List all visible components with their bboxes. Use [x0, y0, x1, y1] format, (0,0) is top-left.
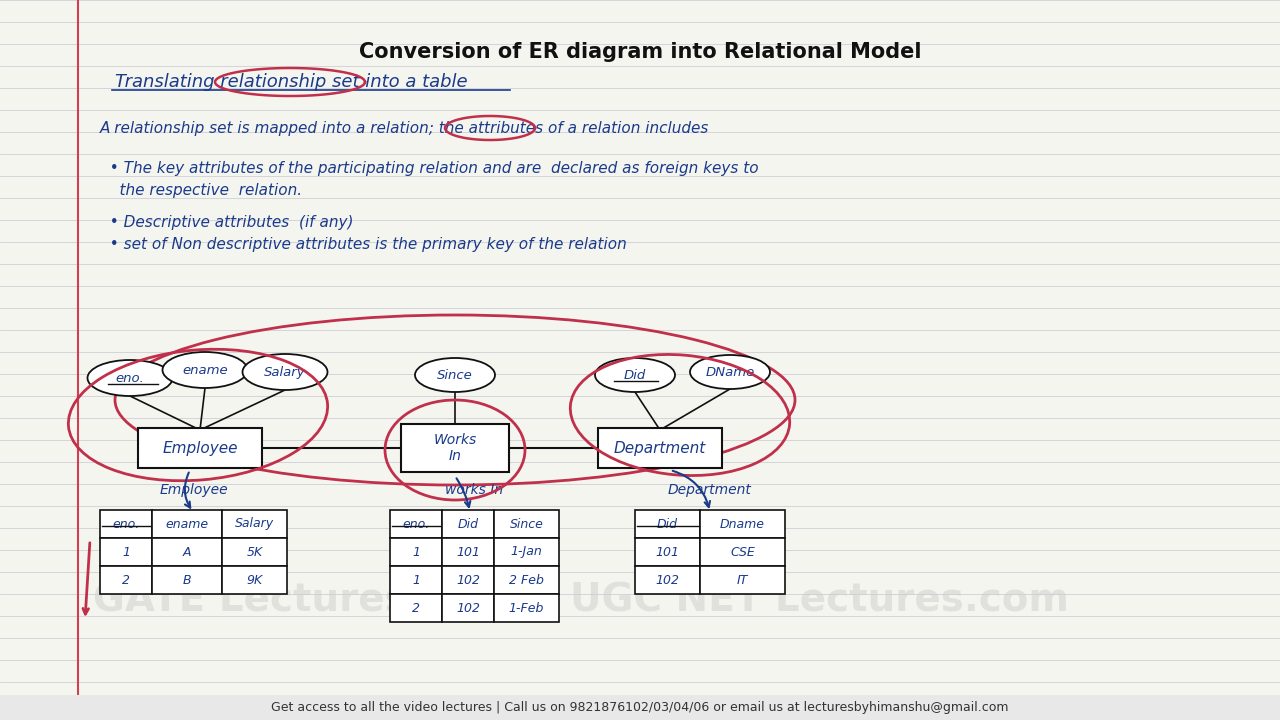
Text: CSE: CSE	[730, 546, 755, 559]
FancyBboxPatch shape	[221, 510, 287, 538]
Ellipse shape	[242, 354, 328, 390]
FancyBboxPatch shape	[390, 566, 442, 594]
FancyBboxPatch shape	[390, 594, 442, 622]
FancyBboxPatch shape	[635, 510, 700, 538]
Text: Works
In: Works In	[434, 433, 476, 463]
Text: Did: Did	[623, 369, 646, 382]
Text: Salary: Salary	[264, 366, 306, 379]
Text: UGC NET Lectures.com: UGC NET Lectures.com	[571, 581, 1070, 619]
Text: Did: Did	[457, 518, 479, 531]
Text: Since: Since	[438, 369, 472, 382]
Text: • Descriptive attributes  (if any): • Descriptive attributes (if any)	[100, 215, 353, 230]
FancyBboxPatch shape	[100, 566, 152, 594]
FancyBboxPatch shape	[442, 538, 494, 566]
FancyBboxPatch shape	[700, 538, 785, 566]
Text: Dname: Dname	[719, 518, 765, 531]
Text: 2 Feb: 2 Feb	[509, 574, 544, 587]
Text: GATE Lectures: GATE Lectures	[92, 581, 407, 619]
FancyBboxPatch shape	[100, 538, 152, 566]
Text: eno.: eno.	[402, 518, 430, 531]
Ellipse shape	[595, 358, 675, 392]
FancyBboxPatch shape	[598, 428, 722, 468]
Text: Department: Department	[614, 441, 707, 456]
Text: • The key attributes of the participating relation and are  declared as foreign : • The key attributes of the participatin…	[100, 161, 759, 176]
Ellipse shape	[87, 360, 173, 396]
FancyBboxPatch shape	[635, 566, 700, 594]
FancyBboxPatch shape	[442, 510, 494, 538]
Text: 5K: 5K	[246, 546, 262, 559]
FancyBboxPatch shape	[700, 566, 785, 594]
Text: 102: 102	[456, 601, 480, 614]
FancyBboxPatch shape	[494, 538, 559, 566]
Text: works In: works In	[445, 483, 503, 497]
Text: Since: Since	[509, 518, 544, 531]
FancyBboxPatch shape	[0, 695, 1280, 720]
FancyBboxPatch shape	[700, 510, 785, 538]
Text: 102: 102	[456, 574, 480, 587]
Text: the respective  relation.: the respective relation.	[100, 182, 302, 197]
Text: DName: DName	[705, 366, 755, 379]
FancyBboxPatch shape	[442, 594, 494, 622]
Ellipse shape	[163, 352, 247, 388]
Text: ename: ename	[165, 518, 209, 531]
Text: 1-Feb: 1-Feb	[509, 601, 544, 614]
Text: A: A	[183, 546, 191, 559]
Text: Employee: Employee	[163, 441, 238, 456]
Ellipse shape	[690, 355, 771, 389]
Text: Salary: Salary	[236, 518, 274, 531]
Text: 102: 102	[655, 574, 680, 587]
Text: 9K: 9K	[246, 574, 262, 587]
Text: Get access to all the video lectures | Call us on 9821876102/03/04/06 or email u: Get access to all the video lectures | C…	[271, 701, 1009, 714]
FancyBboxPatch shape	[152, 510, 221, 538]
FancyBboxPatch shape	[494, 566, 559, 594]
Text: B: B	[183, 574, 191, 587]
Text: Department: Department	[668, 483, 751, 497]
FancyBboxPatch shape	[442, 566, 494, 594]
Ellipse shape	[415, 358, 495, 392]
Text: 2: 2	[412, 601, 420, 614]
FancyBboxPatch shape	[138, 428, 262, 468]
Text: 101: 101	[655, 546, 680, 559]
Text: A relationship set is mapped into a relation; the attributes of a relation inclu: A relationship set is mapped into a rela…	[100, 120, 709, 135]
FancyBboxPatch shape	[100, 510, 152, 538]
FancyBboxPatch shape	[494, 594, 559, 622]
Text: 2: 2	[122, 574, 131, 587]
FancyBboxPatch shape	[390, 510, 442, 538]
FancyBboxPatch shape	[494, 510, 559, 538]
Text: Conversion of ER diagram into Relational Model: Conversion of ER diagram into Relational…	[358, 42, 922, 62]
FancyBboxPatch shape	[401, 424, 509, 472]
FancyBboxPatch shape	[152, 538, 221, 566]
Text: • set of Non descriptive attributes is the primary key of the relation: • set of Non descriptive attributes is t…	[100, 236, 627, 251]
Text: eno.: eno.	[113, 518, 140, 531]
Text: 1: 1	[412, 574, 420, 587]
Text: Employee: Employee	[159, 483, 228, 497]
Text: 1: 1	[412, 546, 420, 559]
FancyBboxPatch shape	[635, 538, 700, 566]
FancyBboxPatch shape	[221, 566, 287, 594]
Text: eno.: eno.	[115, 372, 145, 384]
FancyBboxPatch shape	[221, 538, 287, 566]
Text: ename: ename	[182, 364, 228, 377]
Text: Translating relationship set into a table: Translating relationship set into a tabl…	[115, 73, 467, 91]
Text: 1-Jan: 1-Jan	[511, 546, 543, 559]
Text: Did: Did	[657, 518, 678, 531]
Text: 101: 101	[456, 546, 480, 559]
FancyBboxPatch shape	[390, 538, 442, 566]
Text: IT: IT	[737, 574, 749, 587]
Text: 1: 1	[122, 546, 131, 559]
FancyBboxPatch shape	[152, 566, 221, 594]
